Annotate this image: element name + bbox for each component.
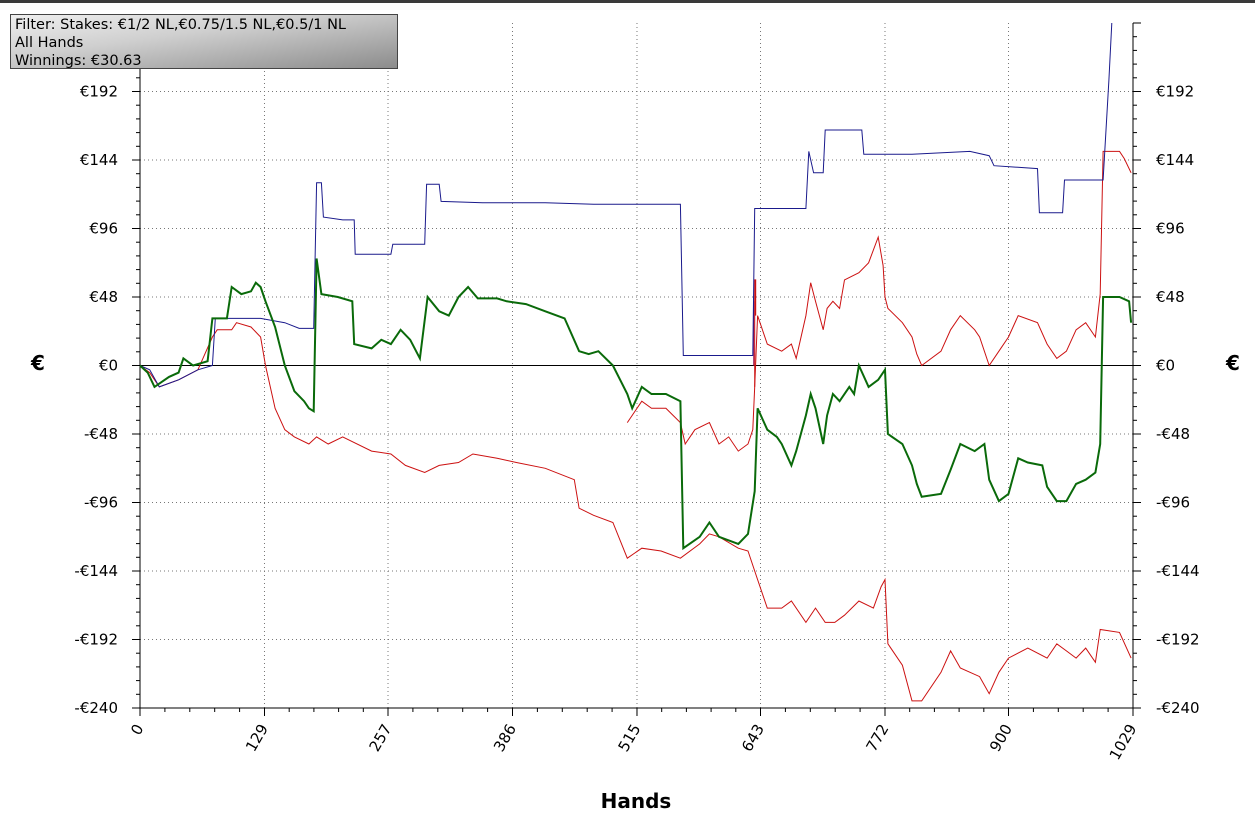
axis-ticks: [132, 22, 1141, 716]
y-tick-label-right: -€48: [1156, 425, 1190, 443]
y-tick-label-left: -€192: [74, 631, 118, 649]
x-tick-label: 772: [863, 721, 893, 755]
filter-info-box: Filter: Stakes: €1/2 NL,€0.75/1.5 NL,€0.…: [10, 14, 398, 69]
x-tick-label: 0: [127, 721, 147, 738]
y-tick-label-left: -€144: [74, 562, 118, 580]
axis-tick-labels: €192 €192 €144 €144 €96 €96 €48 €48 €0 €0 -€48 -€48…: [74, 83, 1199, 764]
filter-stakes-text: Filter: Stakes: €1/2 NL,€0.75/1.5 NL,€0.…: [15, 17, 347, 33]
y-tick-label-left: €0: [99, 357, 118, 375]
y-axis-title-left: €: [30, 351, 45, 375]
plot-frame: [139, 23, 1134, 714]
y-tick-label-right: €144: [1156, 151, 1194, 169]
y-tick-label-left: -€48: [84, 425, 118, 443]
y-tick-label-left: €144: [80, 151, 118, 169]
x-tick-label: 515: [615, 721, 645, 755]
x-axis-title: Hands: [601, 789, 672, 813]
y-tick-label-right: €96: [1156, 220, 1185, 238]
y-tick-label-right: -€192: [1156, 631, 1200, 649]
series-line: [139, 22, 1113, 388]
x-tick-label: 1029: [1106, 721, 1141, 763]
x-tick-label: 129: [242, 721, 272, 755]
y-tick-label-right: €192: [1156, 83, 1194, 101]
y-tick-label-right: -€144: [1156, 562, 1200, 580]
filter-hands-text: All Hands: [15, 35, 84, 51]
x-tick-label: 257: [366, 721, 396, 755]
series-line: [139, 258, 1133, 551]
x-tick-label: 386: [490, 721, 520, 755]
y-axis-title-right: €: [1225, 351, 1240, 375]
series-lines: [139, 22, 1133, 702]
series-line: [139, 322, 1132, 702]
winnings-text: Winnings: €30.63: [15, 53, 142, 69]
x-tick-label: 900: [986, 721, 1016, 755]
y-tick-label-left: €96: [89, 220, 118, 238]
series-line: [626, 150, 1132, 452]
x-tick-label: 643: [738, 721, 768, 755]
y-tick-label-left: -€96: [84, 494, 118, 512]
y-tick-label-left: -€240: [74, 699, 118, 717]
y-tick-label-right: €48: [1156, 288, 1185, 306]
y-tick-label-right: €0: [1156, 357, 1175, 375]
y-tick-label-right: -€240: [1156, 699, 1200, 717]
y-tick-label-right: -€96: [1156, 494, 1190, 512]
y-tick-label-left: €48: [89, 288, 118, 306]
series-line: [754, 279, 757, 387]
grid-lines: [140, 23, 1133, 708]
window-top-border: [0, 0, 1255, 3]
y-tick-label-left: €192: [80, 83, 118, 101]
